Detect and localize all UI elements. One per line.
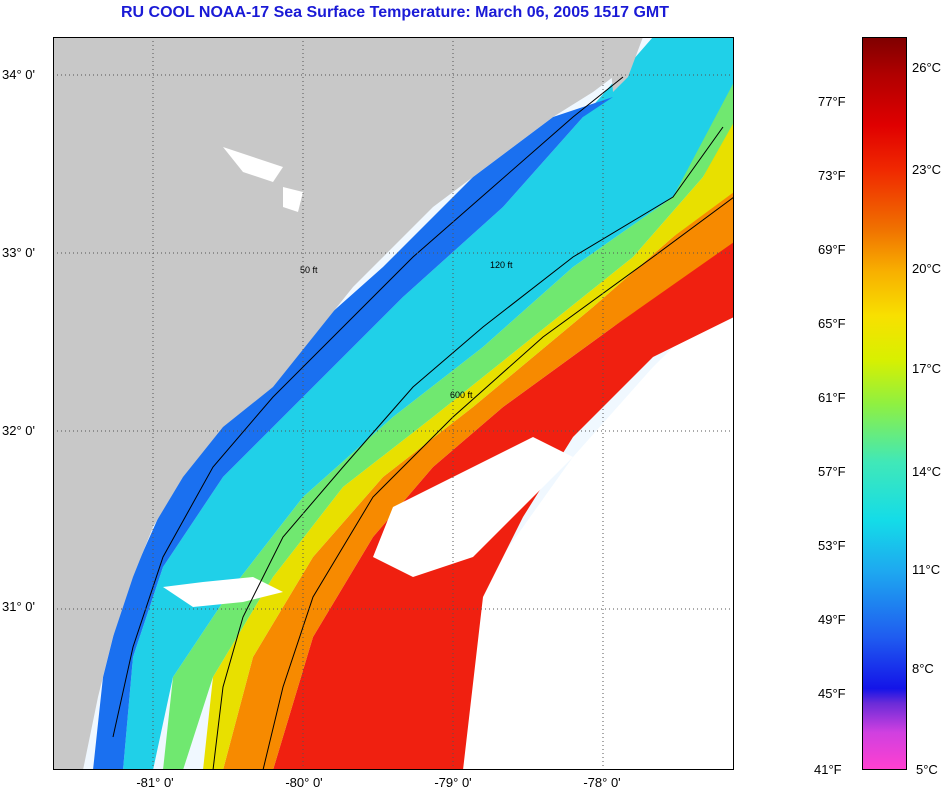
lon-tick-label: -80° 0' [285, 775, 323, 790]
band-orange [223, 187, 734, 770]
lat-tick-label: 33° 0' [2, 245, 35, 260]
colorbar-f-label: 65°F [818, 316, 846, 331]
contour-label: 600 ft [450, 390, 473, 400]
colorbar-c-label: 14°C [912, 464, 942, 479]
colorbar-c-label: 26°C [912, 60, 942, 75]
cloud-patch [373, 437, 573, 577]
lon-tick-label: -81° 0' [136, 775, 174, 790]
contour-120ft [212, 126, 724, 770]
contour-label: 120 ft [490, 260, 513, 270]
land-mass [53, 37, 613, 770]
colorbar-f-label: 61°F [818, 390, 846, 405]
cloud-patch [163, 577, 283, 607]
band-cyan [123, 37, 734, 770]
lat-tick-label: 31° 0' [2, 599, 35, 614]
lon-tick-label: -78° 0' [583, 775, 621, 790]
colorbar-c-label: 11°C [912, 562, 941, 577]
cloud-patch [283, 187, 303, 212]
lat-tick-label: 34° 0' [2, 67, 35, 82]
colorbar [862, 37, 907, 770]
colorbar-f-label: 73°F [818, 168, 846, 183]
contour-label: 50 ft [300, 265, 318, 275]
colorbar-f-label: 53°F [818, 538, 846, 553]
cloud-patch [223, 147, 283, 182]
colorbar-f-label: 57°F [818, 464, 846, 479]
lon-tick-label: -79° 0' [434, 775, 472, 790]
contour-50ft [112, 76, 624, 738]
grid [53, 37, 734, 770]
colorbar-f-label: 77°F [818, 94, 846, 109]
colorbar-c-label: 8°C [912, 661, 934, 676]
colorbar-f-label: 45°F [818, 686, 846, 701]
sst-map [53, 37, 734, 770]
colorbar-c-label: 23°C [912, 162, 942, 177]
colorbar-f-label: 41°F [814, 762, 842, 777]
contour-600ft [262, 196, 734, 770]
lat-tick-label: 32° 0' [2, 423, 35, 438]
colorbar-f-label: 49°F [818, 612, 846, 627]
map-title: RU COOL NOAA-17 Sea Surface Temperature:… [120, 4, 670, 21]
land-northeast [608, 37, 643, 92]
colorbar-c-label: 20°C [912, 261, 942, 276]
colorbar-c-label: 5°C [916, 762, 938, 777]
band-warm-offshore [433, 37, 734, 770]
colorbar-c-label: 17°C [912, 361, 942, 376]
colorbar-f-label: 69°F [818, 242, 846, 257]
